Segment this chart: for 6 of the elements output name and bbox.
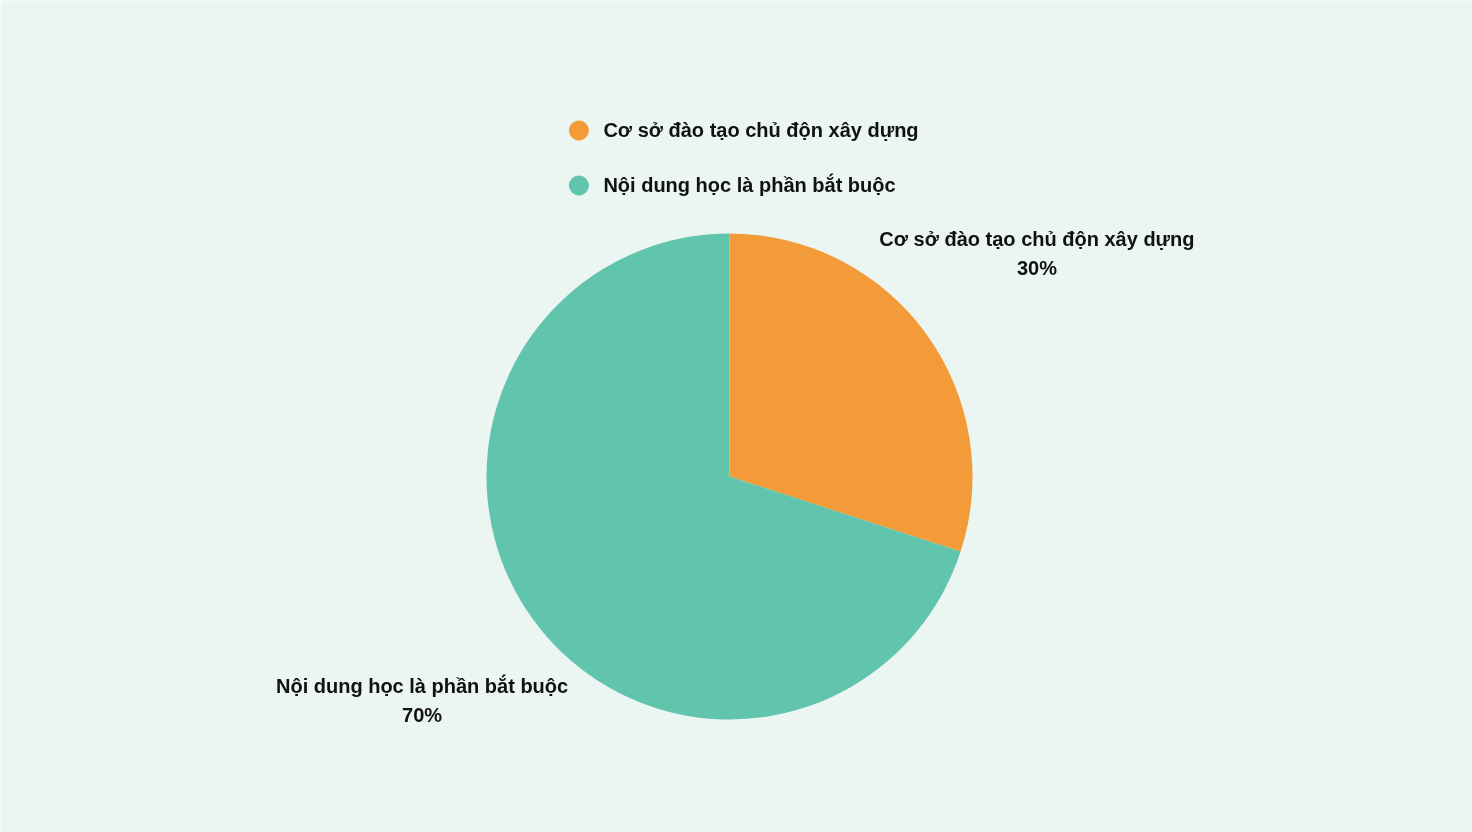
legend-label: Cơ sở đào tạo chủ độn xây dựng [603,118,919,142]
legend-label: Nội dung học là phần bắt buộc [603,173,896,197]
slice-label: Cơ sở đào tạo chủ độn xây dựng [879,228,1195,251]
slice-label: Nội dung học là phần bắt buộc [275,673,569,697]
data-label: 30% [1016,257,1058,280]
data-label: 70% [402,703,443,726]
